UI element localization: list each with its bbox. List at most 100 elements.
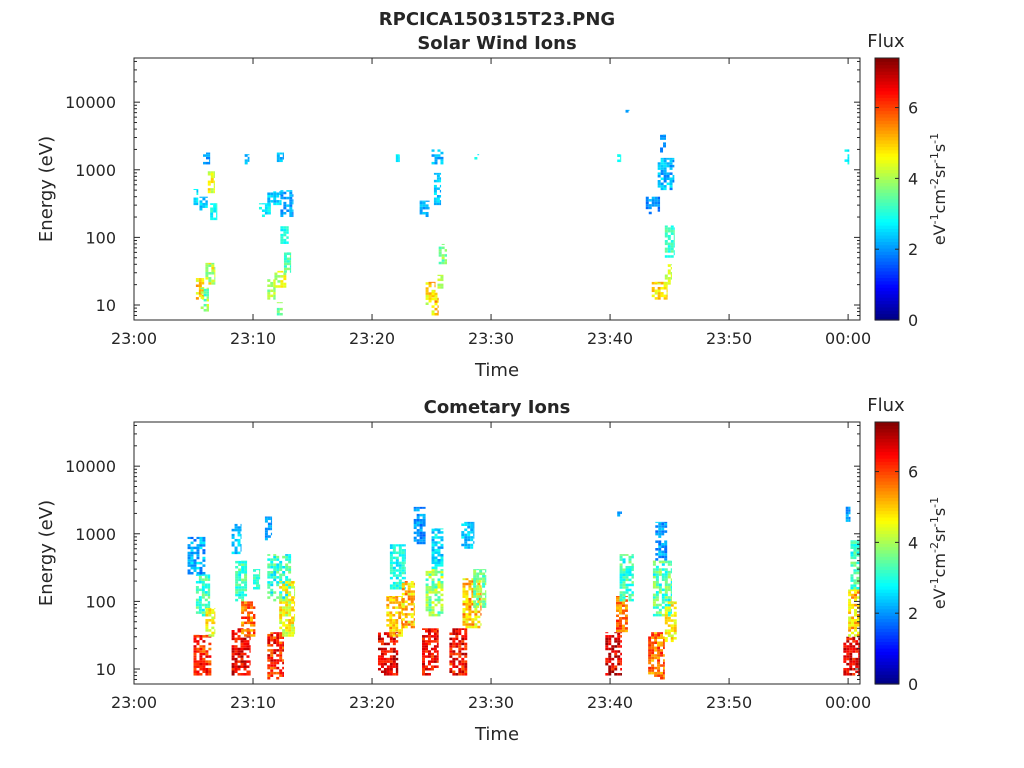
colorbar-tick-label: 6 [908,99,918,118]
heatmap-cell [383,673,387,676]
heatmap-cell [422,204,426,207]
heatmap-cell [664,225,668,228]
heatmap-cell [419,524,423,527]
colorbar-segment [875,543,899,548]
heatmap-cell [608,637,612,641]
heatmap-cell [241,571,245,574]
heatmap-cell [851,616,855,620]
heatmap-cell [201,588,205,592]
heatmap-cell [425,583,429,587]
heatmap-cell [670,274,672,278]
heatmap-cell [392,566,396,570]
heatmap-cell [214,271,216,275]
heatmap-cell [648,651,652,655]
heatmap-cell [238,593,242,597]
heatmap-cell [664,614,668,617]
colorbar-segment [875,477,899,482]
heatmap-cell [652,593,656,597]
heatmap-cell [292,201,294,205]
heatmap-cell [389,596,393,599]
heatmap-cell [283,275,287,278]
heatmap-cell [282,644,284,647]
heatmap-cell [605,637,609,641]
heatmap-cell [247,156,250,160]
heatmap-cell [270,576,274,579]
heatmap-cell [289,265,292,268]
heatmap-cell [617,673,621,676]
heatmap-cell [407,620,411,624]
heatmap-cell [241,601,245,604]
heatmap-cell [657,199,661,202]
heatmap-cell [286,228,289,232]
heatmap-cell [605,647,609,651]
colorbar-segment [875,251,899,256]
heatmap-cell [428,603,432,607]
heatmap-cell [231,632,235,636]
heatmap-cell [404,544,406,547]
heatmap-cell [285,558,289,561]
heatmap-cell [386,611,390,614]
heatmap-cell [476,575,480,578]
heatmap-cell [395,157,399,160]
heatmap-cell [196,670,200,674]
heatmap-cell [273,281,276,285]
heatmap-cell [291,581,295,584]
heatmap-cell [618,624,622,628]
heatmap-cell [849,637,853,641]
heatmap-cell [199,665,203,668]
heatmap-cell [430,628,434,630]
heatmap-cell [377,662,381,666]
heatmap-cell [392,642,396,646]
heatmap-cell [279,586,283,589]
heatmap-cell [398,629,402,632]
colorbar-segment [875,654,899,659]
heatmap-cell [201,580,205,584]
heatmap-cell [216,210,218,213]
heatmap-cell [670,266,672,270]
heatmap-cell [282,573,286,577]
heatmap-cell [193,202,197,206]
heatmap-cell [205,607,209,609]
heatmap-cell [244,586,248,589]
heatmap-cell [845,511,849,515]
heatmap-cell [433,200,437,203]
heatmap-cell [648,206,652,210]
heatmap-cell [658,545,662,549]
heatmap-cell [848,608,852,612]
heatmap-cell [292,194,294,197]
heatmap-cell [657,664,661,667]
heatmap-cell [205,196,208,198]
heatmap-cell [625,576,629,579]
heatmap-cell [273,659,277,662]
heatmap-cell [667,601,671,605]
heatmap-cell [648,641,652,645]
heatmap-cell [206,291,209,294]
heatmap-cell [395,662,399,666]
heatmap-cell [848,606,852,609]
heatmap-cell [216,203,218,205]
heatmap-cell [651,281,655,285]
heatmap-cell [288,629,292,632]
heatmap-cell [667,583,671,587]
heatmap-cell [673,606,677,610]
heatmap-cell [286,204,290,207]
heatmap-cell [616,614,619,618]
heatmap-cell [198,278,202,280]
heatmap-cell [470,528,474,532]
heatmap-cell [211,282,215,285]
heatmap-cell [855,662,859,666]
heatmap-cell [407,602,411,606]
heatmap-cell [465,595,469,598]
heatmap-cell [661,532,665,536]
heatmap-cell [213,171,215,173]
heatmap-cell [666,172,670,175]
heatmap-cell [201,278,205,280]
heatmap-cell [244,601,248,604]
colorbar-tick-label: 0 [908,675,918,694]
heatmap-cell [401,608,405,611]
heatmap-cell [673,624,677,627]
heatmap-cell [462,585,466,588]
heatmap-cell [210,217,214,221]
colorbar-frame [874,57,900,321]
heatmap-cell [437,274,441,277]
